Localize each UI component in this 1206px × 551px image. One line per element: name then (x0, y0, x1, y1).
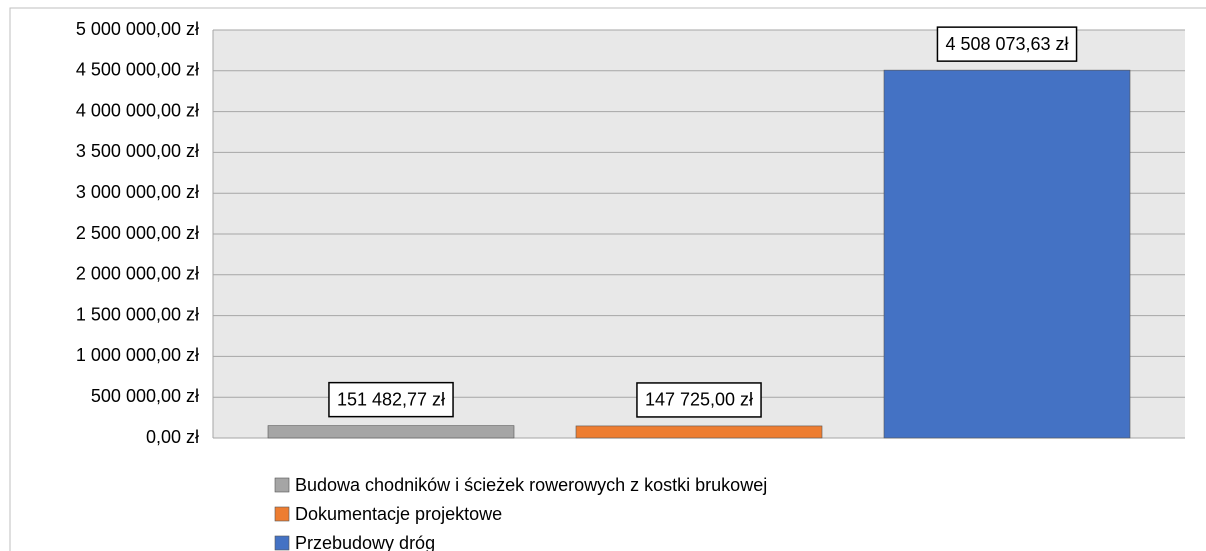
data-label: 151 482,77 zł (337, 389, 445, 409)
y-tick-label: 4 000 000,00 zł (76, 100, 199, 120)
y-tick-label: 1 500 000,00 zł (76, 304, 199, 324)
y-tick-label: 0,00 zł (146, 427, 199, 447)
y-tick-label: 1 000 000,00 zł (76, 345, 199, 365)
legend-label: Budowa chodników i ścieżek rowerowych z … (295, 475, 767, 495)
y-tick-label: 500 000,00 zł (91, 386, 199, 406)
data-label-box (936, 26, 1078, 62)
legend-swatch (274, 535, 290, 551)
y-tick-label: 2 000 000,00 zł (76, 264, 199, 284)
data-label: 147 725,00 zł (645, 390, 753, 410)
bar (267, 425, 515, 439)
legend-label: Przebudowy dróg (295, 533, 435, 551)
y-tick-label: 5 000 000,00 zł (76, 19, 199, 39)
data-label-box (328, 381, 454, 418)
data-label-box (636, 382, 762, 418)
bar (883, 69, 1131, 439)
data-label: 4 508 073,63 zł (945, 34, 1068, 54)
y-tick-label: 3 500 000,00 zł (76, 141, 199, 161)
legend-label: Dokumentacje projektowe (295, 504, 502, 524)
legend-swatch (274, 506, 290, 522)
bar (575, 425, 823, 439)
y-tick-label: 2 500 000,00 zł (76, 223, 199, 243)
y-tick-label: 3 000 000,00 zł (76, 182, 199, 202)
y-tick-label: 4 500 000,00 zł (76, 60, 199, 80)
legend-swatch (274, 477, 290, 493)
